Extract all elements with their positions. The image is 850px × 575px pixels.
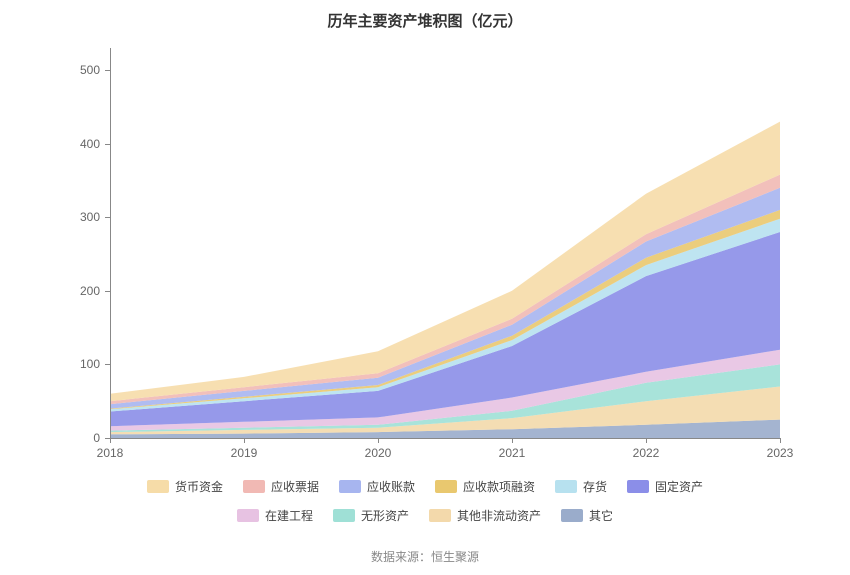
legend-item-s0[interactable]: 货币资金 [147, 478, 223, 495]
y-tick-label: 200 [80, 284, 110, 298]
legend-item-s7[interactable]: 无形资产 [333, 507, 409, 524]
legend-label: 存货 [583, 478, 607, 495]
y-tick-label: 300 [80, 210, 110, 224]
stacked-area-svg [110, 48, 780, 438]
legend-label: 应收账款 [367, 478, 415, 495]
legend-item-s4[interactable]: 存货 [555, 478, 607, 495]
y-tick-label: 500 [80, 63, 110, 77]
chart-container: 历年主要资产堆积图（亿元） 01002003004005002018201920… [0, 0, 850, 575]
source-name: 恒生聚源 [431, 550, 479, 564]
x-tick-label: 2020 [365, 438, 392, 460]
legend-swatch [627, 480, 649, 493]
legend-item-s6[interactable]: 在建工程 [237, 507, 313, 524]
source-prefix: 数据来源： [371, 550, 431, 564]
legend-label: 在建工程 [265, 507, 313, 524]
legend-swatch [243, 480, 265, 493]
y-tick-label: 400 [80, 137, 110, 151]
y-tick-label: 100 [80, 357, 110, 371]
legend-swatch [435, 480, 457, 493]
x-axis-line [110, 438, 780, 439]
legend-swatch [561, 509, 583, 522]
legend-label: 应收票据 [271, 478, 319, 495]
legend-swatch [339, 480, 361, 493]
plot-area: 0100200300400500201820192020202120222023 [110, 48, 780, 438]
legend-swatch [147, 480, 169, 493]
x-tick-label: 2022 [633, 438, 660, 460]
legend: 货币资金 应收票据 应收账款 应收款项融资 存货 固定资产在建工程 无形资产 其他非流动资产 其… [0, 478, 850, 524]
y-axis-line [110, 48, 111, 438]
legend-label: 货币资金 [175, 478, 223, 495]
legend-label: 其它 [589, 507, 613, 524]
legend-swatch [429, 509, 451, 522]
x-tick-label: 2021 [499, 438, 526, 460]
legend-swatch [555, 480, 577, 493]
legend-swatch [237, 509, 259, 522]
legend-item-s9[interactable]: 其它 [561, 507, 613, 524]
legend-label: 其他非流动资产 [457, 507, 541, 524]
legend-label: 无形资产 [361, 507, 409, 524]
legend-item-s2[interactable]: 应收账款 [339, 478, 415, 495]
data-source: 数据来源：恒生聚源 [0, 548, 850, 565]
legend-label: 固定资产 [655, 478, 703, 495]
legend-item-s8[interactable]: 其他非流动资产 [429, 507, 541, 524]
legend-label: 应收款项融资 [463, 478, 535, 495]
x-tick-label: 2019 [231, 438, 258, 460]
chart-title: 历年主要资产堆积图（亿元） [0, 0, 850, 31]
x-tick-label: 2023 [767, 438, 794, 460]
legend-item-s1[interactable]: 应收票据 [243, 478, 319, 495]
legend-item-s3[interactable]: 应收款项融资 [435, 478, 535, 495]
x-tick-label: 2018 [97, 438, 124, 460]
legend-item-s5[interactable]: 固定资产 [627, 478, 703, 495]
legend-swatch [333, 509, 355, 522]
